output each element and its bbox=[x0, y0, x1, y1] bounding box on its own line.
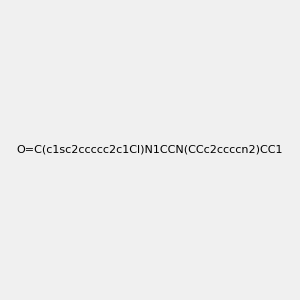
Text: O=C(c1sc2ccccc2c1Cl)N1CCN(CCc2ccccn2)CC1: O=C(c1sc2ccccc2c1Cl)N1CCN(CCc2ccccn2)CC1 bbox=[17, 145, 283, 155]
